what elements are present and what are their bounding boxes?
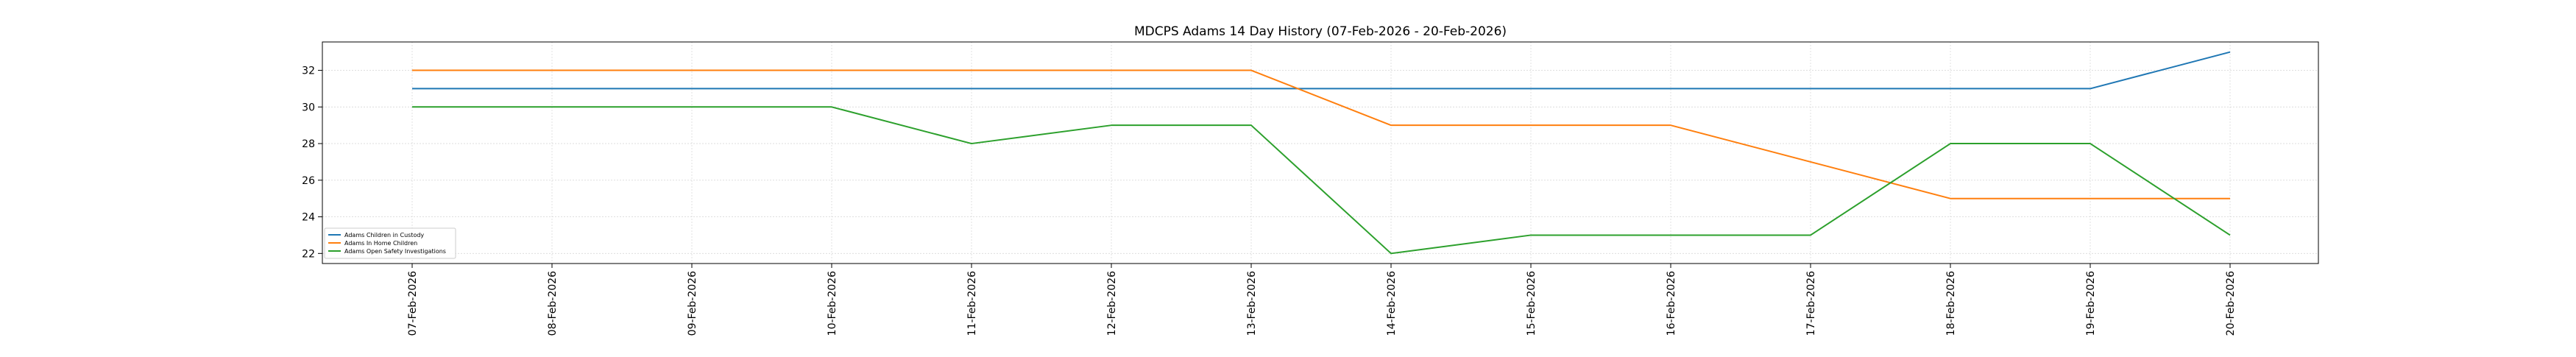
- x-tick-label: 09-Feb-2026: [687, 271, 698, 336]
- legend-label: Adams Open Safety Investigations: [344, 248, 446, 255]
- legend: Adams Children in Custody Adams In Home C…: [324, 227, 456, 259]
- x-tick-label: 16-Feb-2026: [1666, 271, 1677, 336]
- y-tick-label: 30: [302, 102, 315, 113]
- legend-box: [324, 227, 456, 259]
- chart-title: MDCPS Adams 14 Day History (07-Feb-2026 …: [1134, 24, 1507, 39]
- x-tick-label: 10-Feb-2026: [827, 271, 838, 336]
- axes: 07-Feb-2026 08-Feb-2026 09-Feb-2026 10-Feb-…: [302, 66, 2237, 336]
- series-line-3: [412, 106, 2231, 255]
- x-tick-label: 14-Feb-2026: [1386, 271, 1398, 336]
- x-tick-label: 07-Feb-2026: [407, 271, 419, 336]
- x-tick-label: 18-Feb-2026: [1945, 271, 1957, 336]
- x-tick-label: 13-Feb-2026: [1246, 271, 1258, 336]
- y-tick-label: 28: [302, 138, 315, 150]
- x-tick-label: 12-Feb-2026: [1106, 271, 1118, 336]
- x-tick-label: 19-Feb-2026: [2085, 271, 2097, 336]
- x-tick-label: 11-Feb-2026: [966, 271, 978, 336]
- y-tick-label: 32: [302, 66, 315, 77]
- x-tick-label: 20-Feb-2026: [2225, 271, 2237, 336]
- legend-label: Adams In Home Children: [344, 240, 417, 247]
- y-tick-label: 26: [302, 175, 315, 187]
- series-line-1: [412, 51, 2231, 90]
- x-tick-label: 17-Feb-2026: [1805, 271, 1817, 336]
- y-tick-label: 24: [302, 212, 315, 224]
- x-tick-label: 08-Feb-2026: [547, 271, 559, 336]
- series-lines: [412, 51, 2231, 255]
- legend-label: Adams Children in Custody: [344, 232, 424, 238]
- plot-frame: [322, 41, 2319, 264]
- y-tick-label: 22: [302, 248, 315, 260]
- series-line-2: [412, 69, 2230, 199]
- x-tick-label: 15-Feb-2026: [1526, 271, 1538, 336]
